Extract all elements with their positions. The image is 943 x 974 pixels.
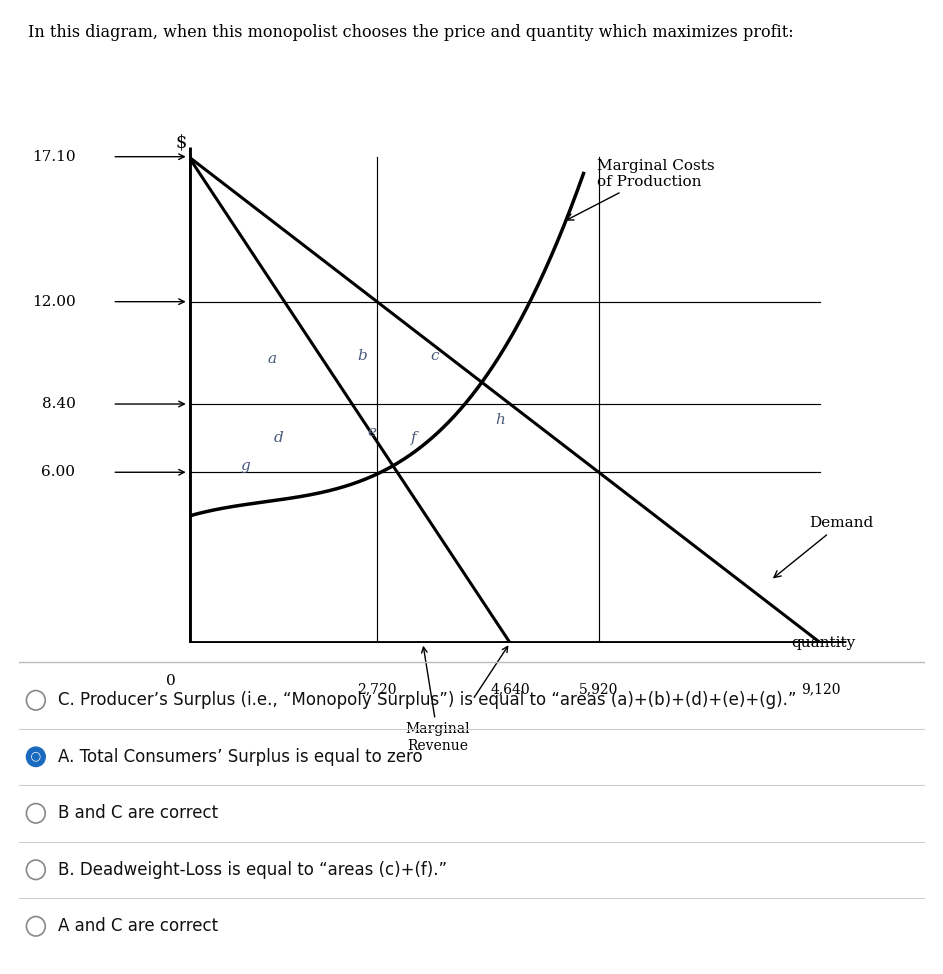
Text: c: c <box>430 349 438 362</box>
Text: Marginal
Revenue: Marginal Revenue <box>405 647 471 753</box>
Text: f: f <box>411 431 417 445</box>
Text: h: h <box>495 413 505 427</box>
Text: d: d <box>273 431 284 445</box>
Text: In this diagram, when this monopolist chooses the price and quantity which maxim: In this diagram, when this monopolist ch… <box>28 24 794 41</box>
Text: b: b <box>357 349 367 362</box>
Text: quantity: quantity <box>791 636 855 650</box>
Text: g: g <box>240 459 250 473</box>
Text: $: $ <box>176 133 188 152</box>
Text: Demand: Demand <box>774 516 873 578</box>
Text: 12.00: 12.00 <box>32 295 75 309</box>
Text: e: e <box>367 426 376 439</box>
Text: 6.00: 6.00 <box>41 466 75 479</box>
Text: 0: 0 <box>166 674 176 688</box>
Text: A and C are correct: A and C are correct <box>58 918 219 935</box>
Text: A. Total Consumers’ Surplus is equal to zero: A. Total Consumers’ Surplus is equal to … <box>58 748 423 766</box>
Text: 2,720: 2,720 <box>357 683 397 696</box>
Text: 9,120: 9,120 <box>801 683 840 696</box>
Text: B. Deadweight-Loss is equal to “areas (c)+(f).”: B. Deadweight-Loss is equal to “areas (c… <box>58 861 448 879</box>
Text: 4,640: 4,640 <box>490 683 530 696</box>
Text: 17.10: 17.10 <box>32 150 75 164</box>
Text: 8.40: 8.40 <box>41 397 75 411</box>
Text: B and C are correct: B and C are correct <box>58 805 219 822</box>
Text: C. Producer’s Surplus (i.e., “Monopoly Surplus”) is equal to “areas (a)+(b)+(d)+: C. Producer’s Surplus (i.e., “Monopoly S… <box>58 692 797 709</box>
Text: Marginal Costs
of Production: Marginal Costs of Production <box>567 159 715 220</box>
Text: a: a <box>267 352 276 365</box>
Text: 5,920: 5,920 <box>579 683 619 696</box>
